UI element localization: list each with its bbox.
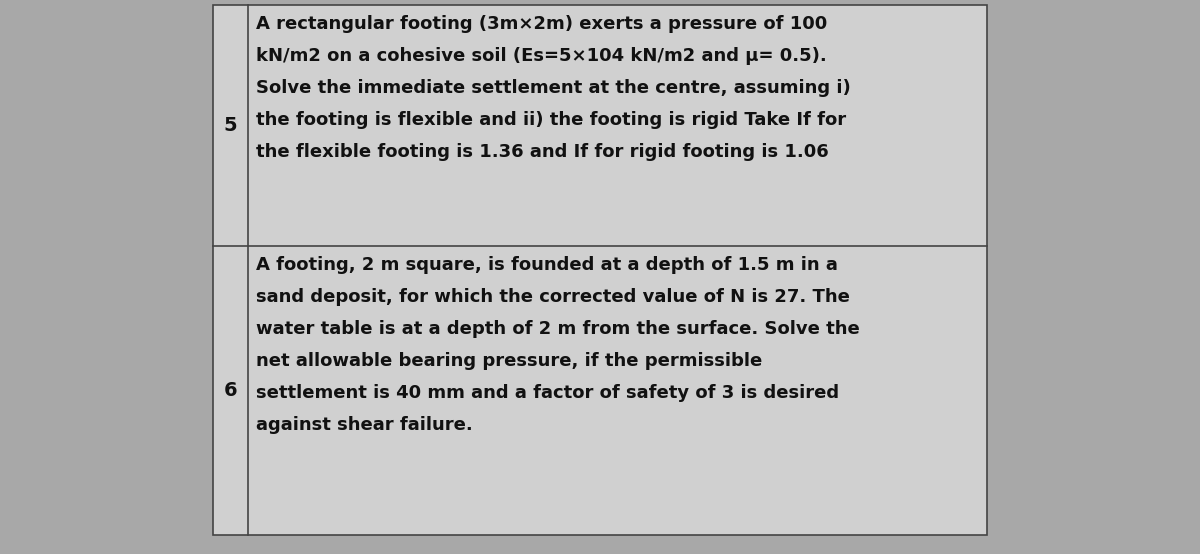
Text: 5: 5 — [223, 116, 238, 135]
Text: A footing, 2 m square, is founded at a depth of 1.5 m in a: A footing, 2 m square, is founded at a d… — [256, 256, 838, 274]
Text: net allowable bearing pressure, if the permissible: net allowable bearing pressure, if the p… — [256, 352, 762, 370]
Text: the footing is flexible and ii) the footing is rigid Take If for: the footing is flexible and ii) the foot… — [256, 111, 846, 129]
Text: the flexible footing is 1.36 and If for rigid footing is 1.06: the flexible footing is 1.36 and If for … — [256, 143, 829, 161]
Text: Solve the immediate settlement at the centre, assuming i): Solve the immediate settlement at the ce… — [256, 79, 851, 97]
Text: sand deposit, for which the corrected value of N is 27. The: sand deposit, for which the corrected va… — [256, 288, 850, 306]
Text: kN/m2 on a cohesive soil (Es=5×104 kN/m2 and μ= 0.5).: kN/m2 on a cohesive soil (Es=5×104 kN/m2… — [256, 47, 827, 65]
Text: water table is at a depth of 2 m from the surface. Solve the: water table is at a depth of 2 m from th… — [256, 320, 859, 338]
Text: settlement is 40 mm and a factor of safety of 3 is desired: settlement is 40 mm and a factor of safe… — [256, 384, 839, 402]
Text: 6: 6 — [223, 381, 238, 400]
Text: A rectangular footing (3m×2m) exerts a pressure of 100: A rectangular footing (3m×2m) exerts a p… — [256, 15, 827, 33]
Text: against shear failure.: against shear failure. — [256, 416, 473, 434]
Bar — [214, 5, 986, 535]
